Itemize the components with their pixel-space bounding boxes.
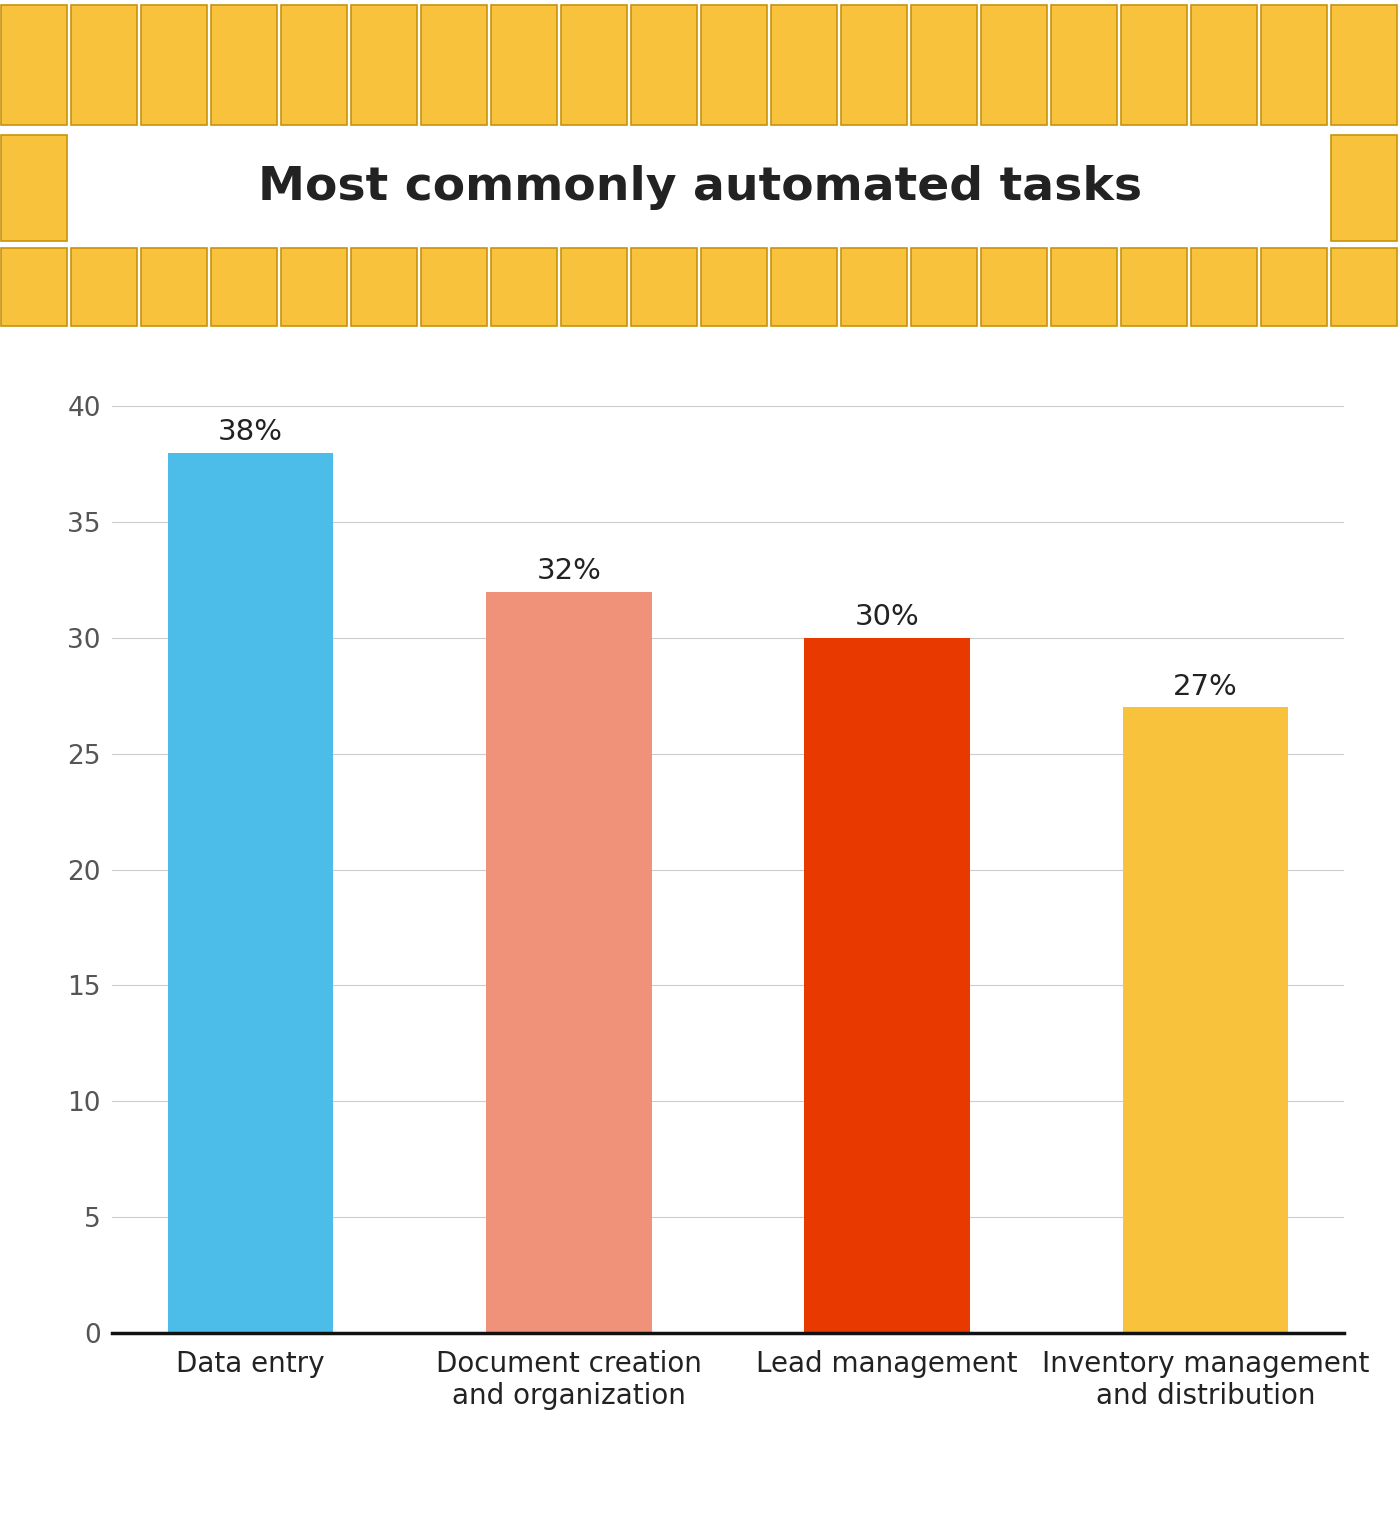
Bar [1331, 248, 1397, 326]
Bar [1123, 708, 1288, 1333]
Text: 30%: 30% [855, 604, 920, 631]
Bar [491, 248, 557, 326]
Bar [981, 248, 1047, 326]
Bar [701, 5, 767, 126]
Bar [841, 5, 907, 126]
Bar [141, 5, 207, 126]
Text: 38%: 38% [218, 418, 283, 446]
Bar [561, 248, 627, 326]
Bar [421, 5, 487, 126]
Bar [168, 452, 333, 1333]
Bar [771, 248, 837, 326]
Bar [211, 248, 277, 326]
Text: 32%: 32% [536, 556, 602, 585]
Bar [1261, 248, 1327, 326]
Bar [491, 5, 557, 126]
Bar [701, 248, 767, 326]
Bar [141, 248, 207, 326]
Bar [1121, 5, 1187, 126]
Bar [1121, 248, 1187, 326]
Bar [1191, 5, 1257, 126]
Bar [981, 5, 1047, 126]
Bar [561, 5, 627, 126]
Bar [1261, 5, 1327, 126]
Bar [1, 135, 67, 241]
Bar [631, 5, 697, 126]
Bar [486, 591, 651, 1333]
Bar [1331, 135, 1397, 241]
Text: 27%: 27% [1173, 673, 1238, 700]
Text: Most commonly automated tasks: Most commonly automated tasks [258, 165, 1142, 210]
Bar [281, 5, 347, 126]
Bar [351, 5, 417, 126]
Bar [1, 248, 67, 326]
Bar [1051, 248, 1117, 326]
Bar [1, 5, 67, 126]
Bar [631, 248, 697, 326]
Bar [1331, 5, 1397, 126]
Bar [911, 248, 977, 326]
Bar [841, 248, 907, 326]
Bar [71, 248, 137, 326]
Bar [1051, 5, 1117, 126]
Bar [911, 5, 977, 126]
Bar [805, 637, 970, 1333]
Bar [421, 248, 487, 326]
Bar [71, 5, 137, 126]
Bar [211, 5, 277, 126]
Bar [281, 248, 347, 326]
Bar [771, 5, 837, 126]
Bar [351, 248, 417, 326]
Bar [1191, 248, 1257, 326]
